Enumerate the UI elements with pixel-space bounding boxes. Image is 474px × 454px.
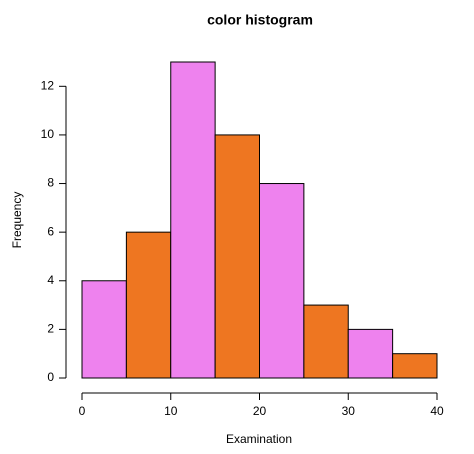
bar [125, 231, 172, 379]
y-tick-label: 0 [47, 370, 54, 384]
x-axis-label: Examination [226, 432, 292, 446]
x-tick-label: 10 [164, 404, 178, 418]
bar [81, 280, 127, 379]
y-tick-label: 10 [41, 127, 55, 141]
bar [303, 304, 349, 379]
y-tick-label: 4 [47, 273, 54, 287]
bar [347, 328, 394, 379]
x-tick-label: 30 [342, 404, 356, 418]
y-tick-label: 6 [47, 224, 54, 238]
bar [392, 353, 438, 379]
y-axis-label: Frequency [10, 192, 24, 249]
x-tick-label: 40 [430, 404, 444, 418]
x-tick-label: 20 [253, 404, 267, 418]
x-tick-label: 0 [79, 404, 86, 418]
bar [170, 61, 216, 379]
y-tick-label: 8 [47, 176, 54, 190]
bar [259, 183, 305, 379]
y-tick-label: 2 [47, 322, 54, 336]
chart-title: color histogram [207, 12, 313, 28]
bar [214, 134, 260, 379]
y-tick-label: 12 [41, 78, 55, 92]
